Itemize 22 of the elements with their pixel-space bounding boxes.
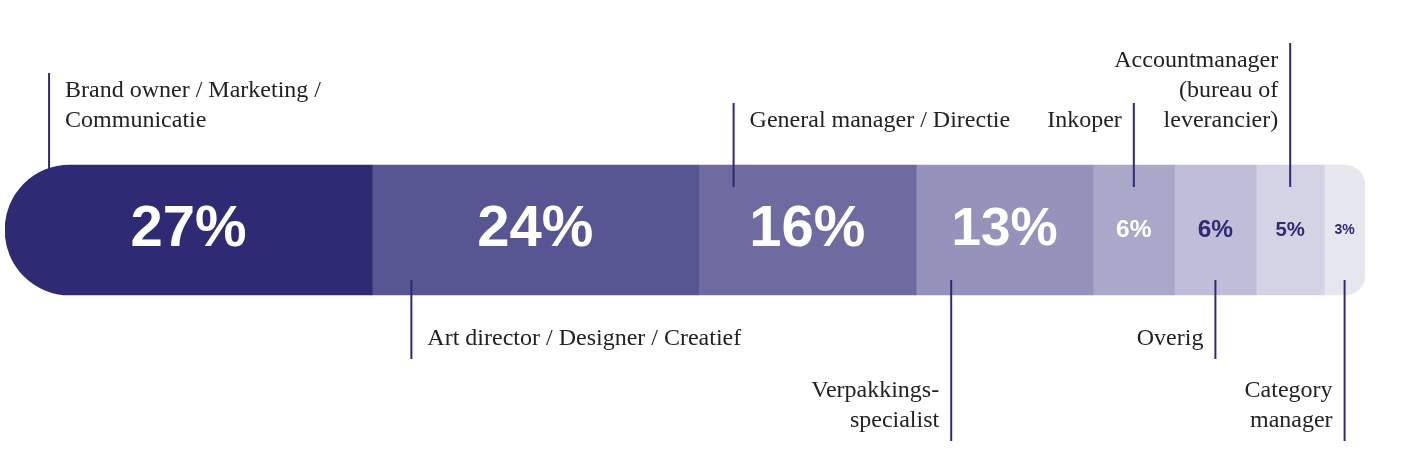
data-label: 6% — [1197, 214, 1234, 242]
text: Category manager — [1244, 376, 1333, 433]
bar — [698, 164, 917, 296]
bar — [915, 164, 1094, 296]
text: Verpakkings-specialist — [811, 376, 940, 433]
series-label: Brand owner / Marketing / Communicatie — [65, 76, 322, 133]
data-label: 16% — [749, 193, 866, 258]
bar — [1255, 164, 1325, 296]
series-label: General manager / Directie — [749, 106, 1011, 133]
bar — [371, 164, 699, 296]
data-label: 27% — [130, 193, 247, 258]
series-label: Inkoper — [1047, 106, 1122, 133]
data-label: 3% — [1334, 220, 1356, 237]
series-label: Overig — [1136, 324, 1204, 351]
data-label: 13% — [951, 196, 1058, 256]
bar — [1323, 164, 1365, 296]
bar — [1092, 164, 1175, 296]
data-label: 5% — [1275, 217, 1305, 240]
bar — [1174, 164, 1257, 296]
data-label: 24% — [477, 193, 594, 258]
data-label: 6% — [1116, 214, 1152, 242]
series-label: Art director / Designer / Creatief — [427, 324, 742, 351]
